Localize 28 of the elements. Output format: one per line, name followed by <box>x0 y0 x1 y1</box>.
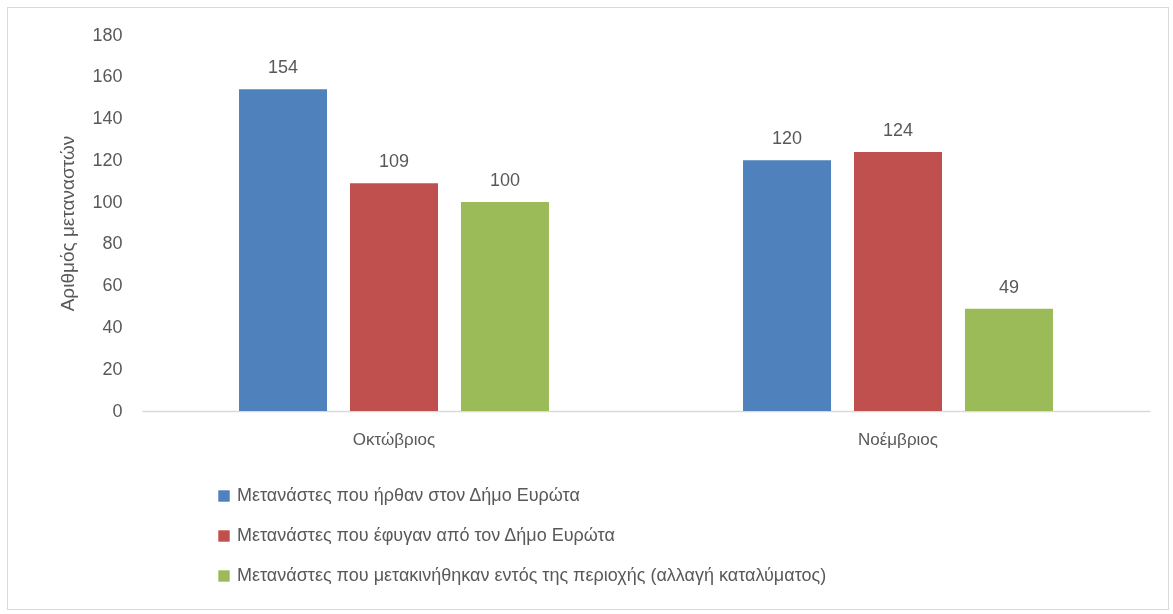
data-label: 49 <box>998 276 1019 297</box>
bar <box>460 202 549 411</box>
data-label: 120 <box>772 128 803 149</box>
y-tick-label: 40 <box>102 316 123 337</box>
data-label: 109 <box>378 151 410 172</box>
y-axis-title: Αριθμός μεταναστών <box>57 135 79 312</box>
legend-label: Μετανάστες που μετακινήθηκαν εντός της περιοχής (αλλαγή καταλύματος) <box>237 565 827 585</box>
legend-label: Μετανάστες που έφυγαν από τον Δήμο Ευρώτα <box>237 525 615 545</box>
data-label: 100 <box>489 170 520 191</box>
y-tick-label: 160 <box>92 66 123 87</box>
y-tick-label: 100 <box>92 191 123 212</box>
y-tick-label: 0 <box>112 400 123 421</box>
y-tick-label: 20 <box>102 358 123 379</box>
legend-label: Μετανάστες που ήρθαν στον Δήμο Ευρώτα <box>237 485 580 505</box>
y-tick-label: 80 <box>102 233 123 254</box>
x-tick-label: Οκτώβριος <box>352 429 436 449</box>
x-tick-label: Νοέμβριος <box>858 429 938 449</box>
bar <box>239 89 328 411</box>
y-tick-label: 120 <box>92 149 123 170</box>
data-label: 154 <box>268 57 299 78</box>
y-tick-label: 180 <box>92 24 123 45</box>
bar <box>350 183 438 411</box>
y-tick-label: 140 <box>92 108 123 129</box>
data-label: 124 <box>882 119 914 140</box>
y-tick-label: 60 <box>102 275 123 296</box>
bar <box>743 160 832 411</box>
bar <box>854 151 942 411</box>
bar <box>964 308 1053 411</box>
